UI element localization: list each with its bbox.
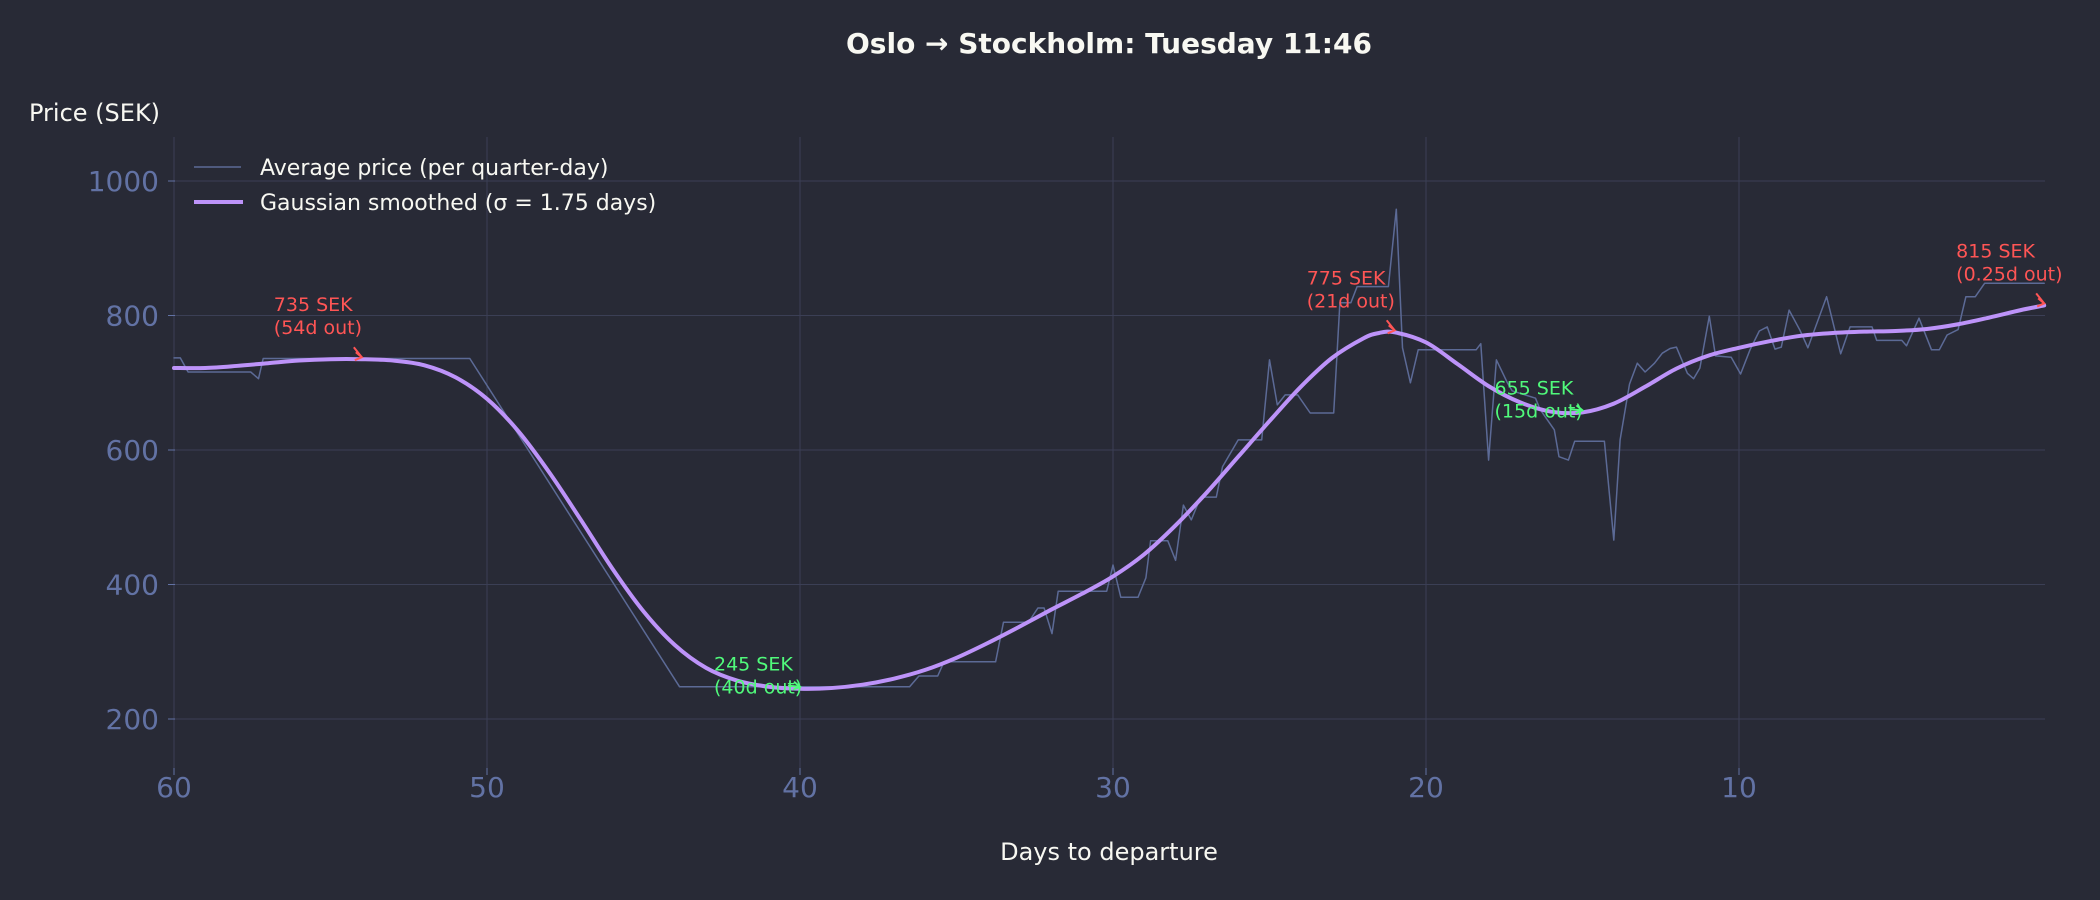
annotation-label: 245 SEK (40d out) [714,654,802,699]
annotation-arrowhead [792,680,802,691]
annotations: 735 SEK (54d out)245 SEK (40d out)775 SEK(… [274,240,2063,698]
x-axis-label: Days to departure [1000,838,1218,866]
annotation-label: 775 SEK (21d out) [1307,267,1395,312]
annotation-low: 655 SEK (15d out) [1495,377,1585,422]
annotation-line: (15d out) [1495,400,1583,422]
legend-label-smooth: Gaussian smoothed (σ = 1.75 days) [260,191,656,216]
annotation-high: 735 SEK (54d out) [274,294,364,362]
annotation-label: 655 SEK (15d out) [1495,377,1583,422]
annotation-arrowhead [354,351,364,362]
x-tick-label: 30 [1095,771,1131,804]
y-axis-label: Price (SEK) [29,99,160,127]
annotation-line: 815 SEK [1956,240,2035,262]
annotation-low: 245 SEK (40d out) [714,654,802,699]
annotation-high: 815 SEK (0.25d out) [1956,240,2063,308]
y-tick-label: 400 [106,569,159,602]
annotation-high: 775 SEK (21d out) [1307,267,1397,335]
annotation-line: (54d out) [274,317,362,339]
annotation-line: 735 SEK [274,294,353,316]
series-layer [172,208,2047,691]
annotation-line: (21d out) [1307,290,1395,312]
x-tick-label: 50 [469,771,505,804]
annotation-arrowhead [2036,297,2047,308]
annotation-label: 735 SEK (54d out) [274,294,362,339]
x-tick-label: 10 [1721,771,1757,804]
annotation-line: (0.25d out) [1956,263,2062,285]
axis-ticks: 200 400 600 800 1000 60 50 40 30 20 10 [88,165,1757,804]
chart-title: Oslo → Stockholm: Tuesday 11:46 [846,27,1372,60]
legend-label-raw: Average price (per quarter-day) [260,156,608,181]
annotation-line: 245 SEK [714,654,793,676]
annotation-label: 815 SEK (0.25d out) [1956,240,2062,285]
annotation-line: 775 SEK [1307,267,1386,289]
y-tick-label: 600 [106,434,159,467]
annotation-line: 655 SEK [1495,377,1574,399]
x-tick-label: 40 [782,771,818,804]
x-tick-label: 20 [1408,771,1444,804]
y-tick-label: 1000 [88,165,159,198]
annotation-arrowhead [1387,324,1397,335]
legend: Average price (per quarter-day) Gaussian… [194,156,656,216]
raw-price-line [173,208,2045,688]
smoothed-price-line [172,303,2047,691]
annotation-arrowhead [1575,404,1585,415]
y-tick-label: 200 [106,703,159,736]
grid [173,137,2045,768]
y-tick-label: 800 [106,300,159,333]
x-tick-label: 60 [156,771,192,804]
annotation-line: (40d out) [714,677,802,699]
